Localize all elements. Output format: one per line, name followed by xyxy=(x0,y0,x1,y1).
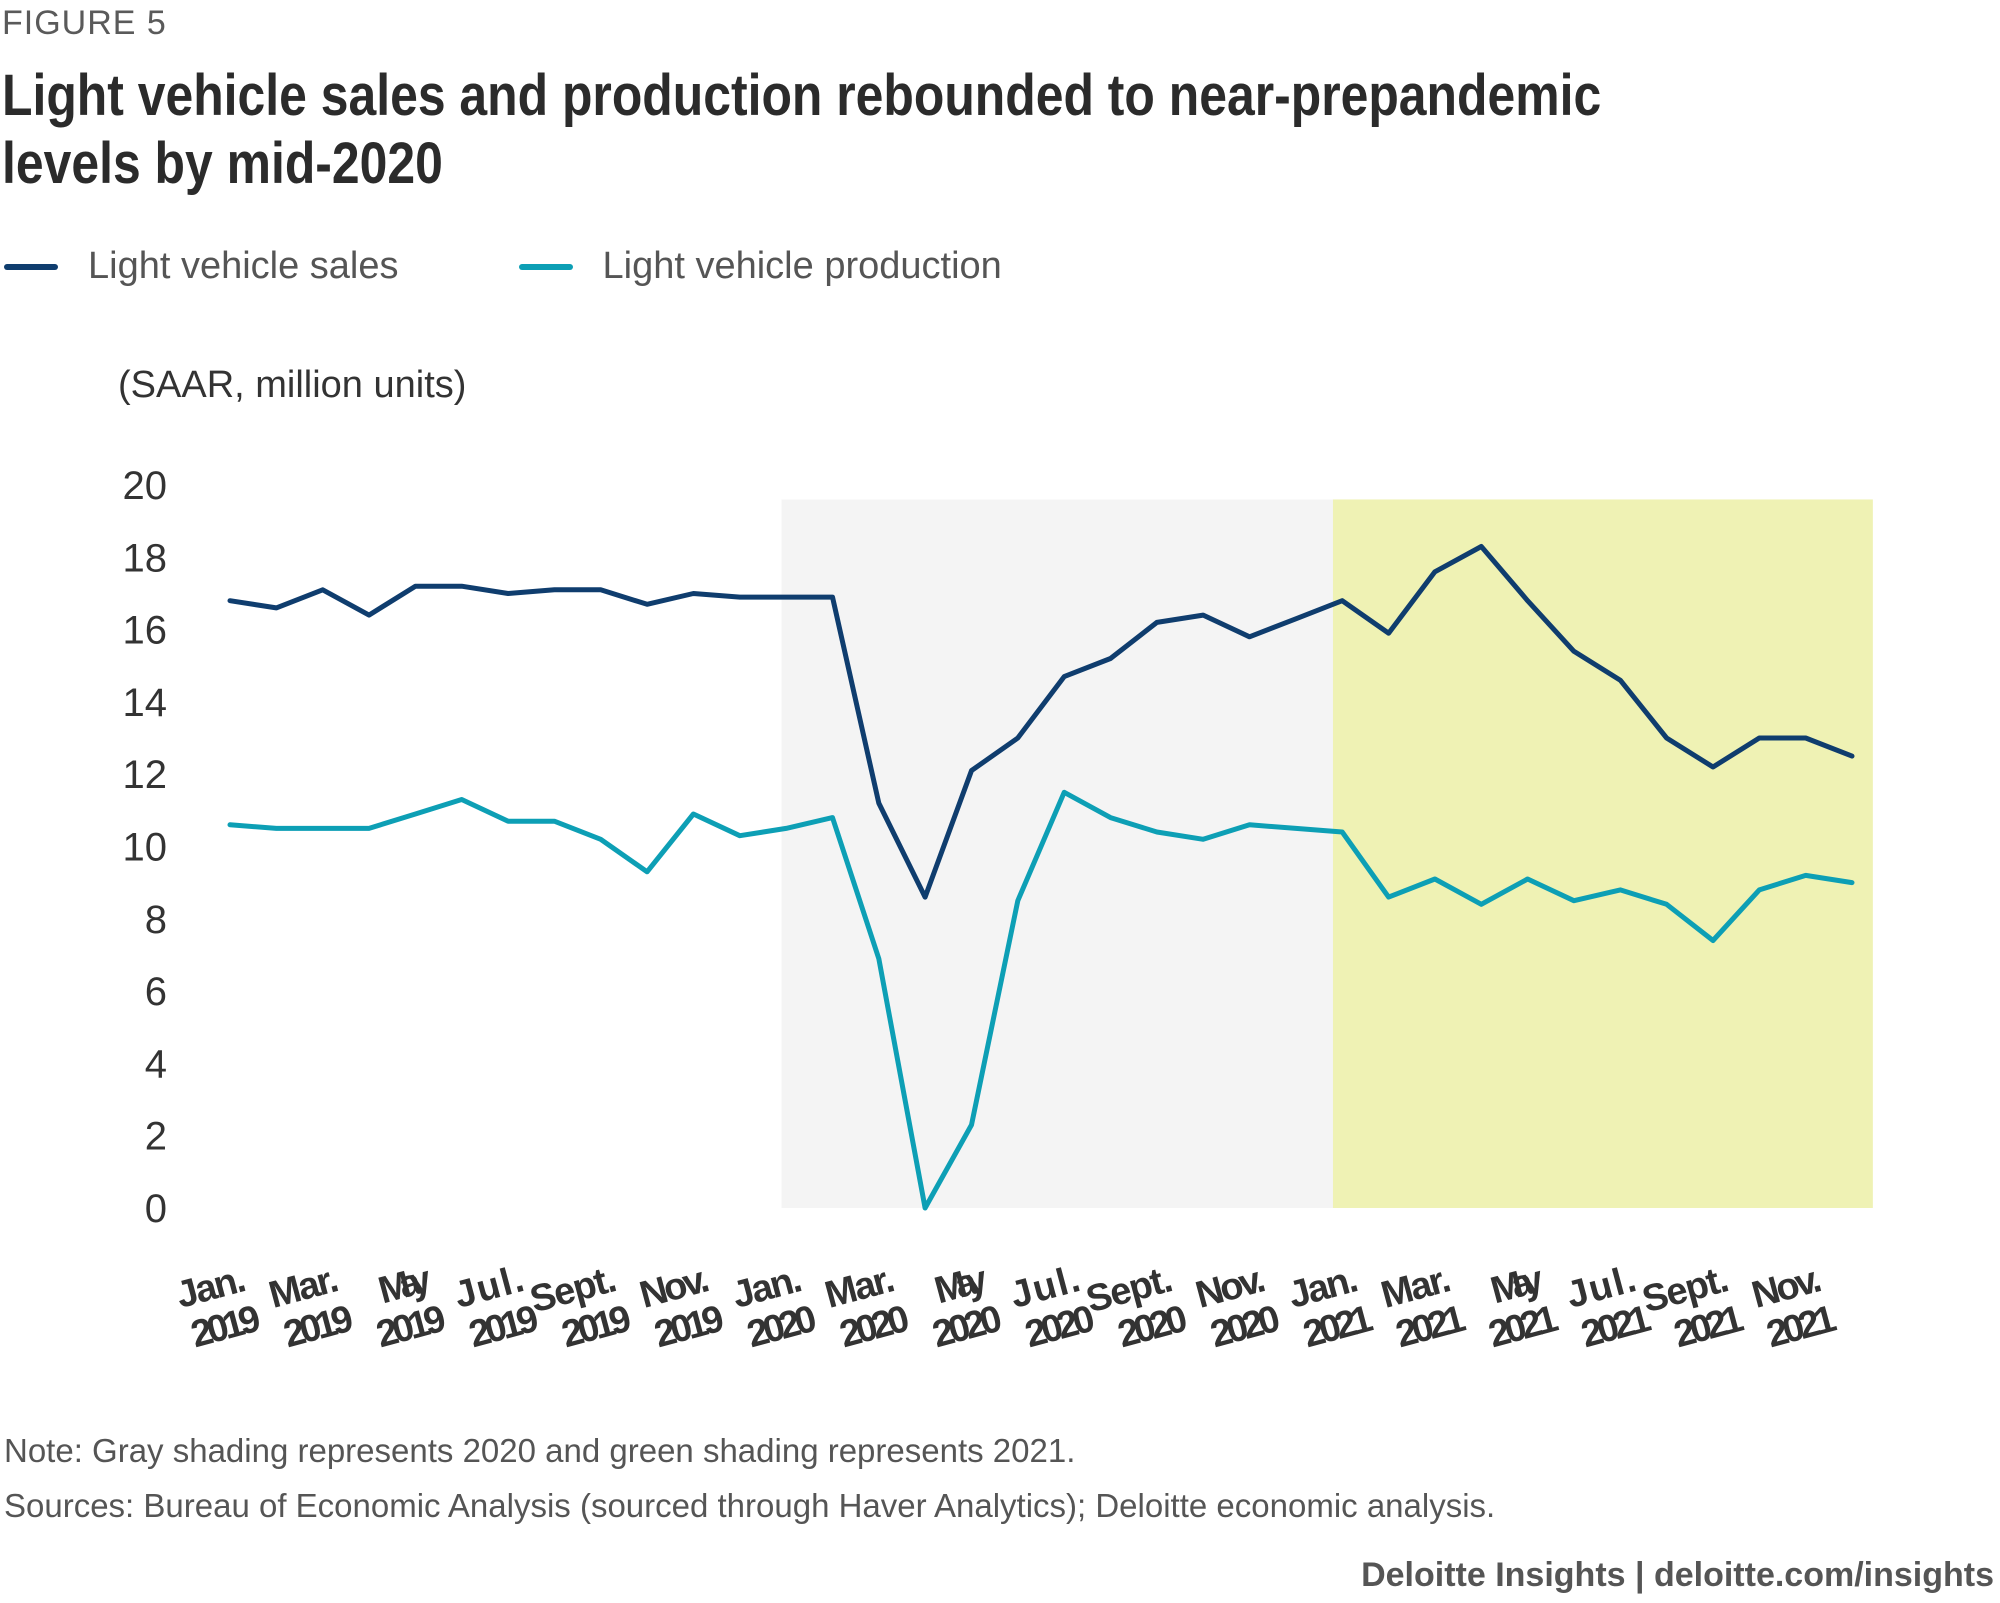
chart-title: Light vehicle sales and production rebou… xyxy=(2,63,1602,196)
series-line-production xyxy=(227,789,1855,1211)
y-tick-label: 8 xyxy=(145,898,167,942)
legend-label-production: Light vehicle production xyxy=(602,245,1002,287)
sources-text: Sources: Bureau of Economic Analysis (so… xyxy=(4,1487,1496,1524)
x-tick-label: Mar.2021 xyxy=(1377,1258,1470,1356)
x-tick-label: Sept.2021 xyxy=(1638,1258,1748,1356)
x-tick-label: Nov.2019 xyxy=(635,1258,728,1356)
y-tick-label: 2 xyxy=(145,1115,167,1159)
y-tick-label: 20 xyxy=(123,464,168,508)
x-tick-label: Jul.2019 xyxy=(450,1258,543,1356)
legend-label-sales: Light vehicle sales xyxy=(88,245,399,287)
y-tick-label: 12 xyxy=(123,753,168,797)
x-tick-label: Jul.2020 xyxy=(1006,1258,1099,1356)
legend-swatch-production xyxy=(518,263,573,270)
y-tick-label: 6 xyxy=(145,970,167,1014)
x-tick-label: Jul.2021 xyxy=(1562,1258,1655,1356)
x-tick-label: Jan.2019 xyxy=(172,1258,265,1356)
legend-item-production: Light vehicle production xyxy=(518,245,1002,288)
x-tick-label: Nov.2020 xyxy=(1191,1258,1284,1356)
x-tick-label: Sept.2019 xyxy=(526,1258,636,1356)
shading-2020 xyxy=(781,499,1333,1209)
y-tick-label: 18 xyxy=(123,536,168,580)
y-tick-label: 16 xyxy=(123,609,168,653)
shading-2021 xyxy=(1332,499,1873,1209)
legend: Light vehicle sales Light vehicle produc… xyxy=(4,245,1002,288)
y-tick-label: 4 xyxy=(145,1042,167,1086)
legend-item-sales: Light vehicle sales xyxy=(4,245,399,288)
figure-label: FIGURE 5 xyxy=(2,4,167,42)
y-axis-label: (SAAR, million units) xyxy=(118,364,467,406)
x-tick-label: Nov.2021 xyxy=(1748,1258,1841,1356)
y-tick-label: 10 xyxy=(123,826,168,870)
x-tick-label: Sept.2020 xyxy=(1082,1258,1192,1356)
legend-swatch-sales xyxy=(4,263,58,270)
y-tick-label: 0 xyxy=(145,1187,167,1231)
x-tick-label: Jan.2020 xyxy=(728,1258,821,1356)
x-tick-label: Mar.2020 xyxy=(821,1258,914,1356)
series-line-sales xyxy=(227,544,1855,900)
x-tick-label: Jan.2021 xyxy=(1284,1258,1377,1356)
y-tick-label: 14 xyxy=(123,681,168,725)
x-tick-label: Mar.2019 xyxy=(265,1258,358,1356)
note-text: Note: Gray shading represents 2020 and g… xyxy=(4,1432,1076,1469)
footer-credit: Deloitte Insights | deloitte.com/insight… xyxy=(1361,1556,1994,1594)
